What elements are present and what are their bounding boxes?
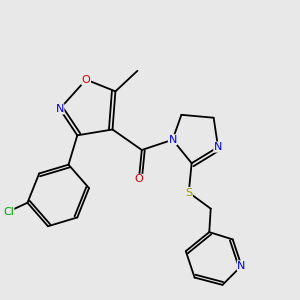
- Text: N: N: [56, 104, 64, 114]
- Text: N: N: [168, 135, 177, 145]
- Text: S: S: [185, 188, 192, 197]
- Text: O: O: [82, 75, 91, 85]
- Text: N: N: [237, 261, 246, 271]
- Text: Cl: Cl: [3, 207, 14, 217]
- Text: O: O: [134, 174, 143, 184]
- Text: N: N: [214, 142, 222, 152]
